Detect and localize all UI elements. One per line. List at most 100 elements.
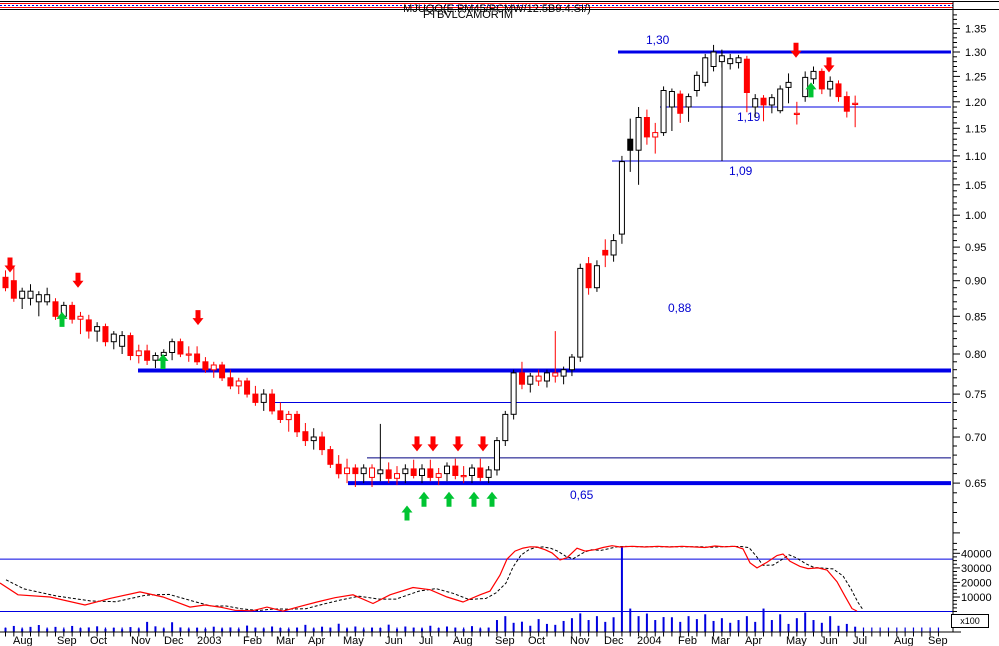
candle-body [135, 350, 142, 357]
candle-body [427, 468, 434, 478]
volume-bar [396, 629, 399, 632]
candle-body [818, 70, 825, 90]
candle-body [585, 263, 592, 289]
volume-bar [729, 622, 732, 632]
sell-arrow-icon[interactable] [790, 42, 802, 58]
price-axis-label: 1.25 [965, 71, 986, 83]
candle-body [394, 473, 401, 479]
candle-body [602, 249, 609, 256]
candle-body [235, 380, 242, 387]
buy-arrow-icon[interactable] [56, 311, 68, 327]
price-axis-label: 1.05 [965, 180, 986, 192]
candle-body [69, 304, 76, 320]
candle-body [10, 280, 17, 299]
candle-body [352, 467, 359, 475]
volume-bar [262, 628, 265, 632]
sell-arrow-icon[interactable] [192, 310, 204, 326]
candle-body [452, 465, 459, 477]
candle-body [110, 333, 117, 343]
candle-body [693, 74, 700, 92]
buy-arrow-icon[interactable] [468, 491, 480, 507]
volume-bar [837, 625, 840, 632]
indicator-axis-label: 40000 [961, 548, 992, 560]
volume-bar [371, 627, 374, 632]
candle-body [802, 76, 809, 98]
candle-body [760, 97, 767, 106]
month-label: 2003 [197, 635, 221, 646]
candle-body [668, 91, 675, 108]
volume-bar [187, 628, 190, 632]
candle-body [468, 467, 475, 476]
candle-body [302, 431, 309, 442]
candle-body [843, 96, 850, 112]
volume-bar [820, 622, 823, 632]
candle-body [627, 138, 634, 151]
sell-arrow-icon[interactable] [411, 436, 423, 452]
buy-arrow-icon[interactable] [157, 354, 169, 369]
volume-bar [545, 623, 548, 632]
buy-arrow-icon[interactable] [486, 491, 498, 507]
volume-bar [354, 626, 357, 632]
volume-bar [487, 627, 490, 632]
candle-body [835, 83, 842, 98]
price-axis-label: 0.80 [965, 349, 986, 361]
volume-bar [387, 624, 390, 632]
month-label: Oct [90, 635, 107, 646]
sell-arrow-icon[interactable] [452, 436, 464, 452]
candle-body [27, 290, 34, 299]
month-label: Nov [570, 635, 590, 646]
volume-bar [587, 620, 590, 632]
volume-bar [421, 628, 423, 632]
sell-arrow-icon[interactable] [477, 436, 489, 452]
volume-bar [720, 618, 723, 632]
month-label: Sep [495, 635, 515, 646]
volume-bar [695, 619, 698, 632]
buy-arrow-icon[interactable] [401, 505, 413, 521]
volume-bar [337, 623, 340, 632]
volume-bar [529, 625, 532, 632]
candle-body [827, 80, 834, 90]
week-stub [929, 627, 931, 632]
candle-body [202, 361, 209, 371]
candle-body [77, 315, 84, 320]
volume-bar [854, 626, 857, 632]
candle-body [443, 465, 450, 475]
buy-arrow-icon[interactable] [805, 82, 817, 98]
volume-bar [504, 616, 507, 632]
candle-body [277, 410, 284, 420]
month-label: Aug [453, 635, 473, 646]
candle-body [685, 96, 692, 108]
month-label: Jul [419, 635, 433, 646]
month-label: 2004 [637, 635, 661, 646]
volume-bar [312, 628, 315, 632]
buy-arrow-icon[interactable] [418, 491, 430, 507]
volume-bar [462, 629, 465, 632]
price-axis-label: 0.70 [965, 432, 986, 444]
volume-bar [254, 627, 257, 632]
candle-body [269, 393, 276, 412]
buy-arrow-icon[interactable] [443, 491, 455, 507]
candle-body [35, 294, 42, 303]
sell-arrow-icon[interactable] [4, 257, 16, 273]
candle-body [194, 353, 201, 363]
volume-bar [604, 621, 607, 632]
sell-arrow-icon[interactable] [823, 57, 835, 73]
candle-body [402, 468, 409, 475]
candle-body [410, 468, 417, 476]
volume-bar [662, 617, 665, 632]
candle-body [310, 436, 317, 442]
volume-bar [237, 629, 240, 632]
volume-unit-label: x100 [951, 614, 989, 628]
volume-bar [129, 627, 132, 632]
sell-arrow-icon[interactable] [72, 272, 84, 288]
volume-bar [687, 616, 690, 632]
volume-bar [154, 626, 157, 632]
candle-body [768, 97, 775, 106]
volume-bar [437, 627, 440, 632]
month-label: Nov [131, 635, 151, 646]
month-label: Oct [528, 635, 545, 646]
volume-bar [321, 626, 324, 632]
candle-body [344, 467, 351, 475]
sell-arrow-icon[interactable] [427, 436, 439, 452]
volume-bar [229, 627, 232, 632]
